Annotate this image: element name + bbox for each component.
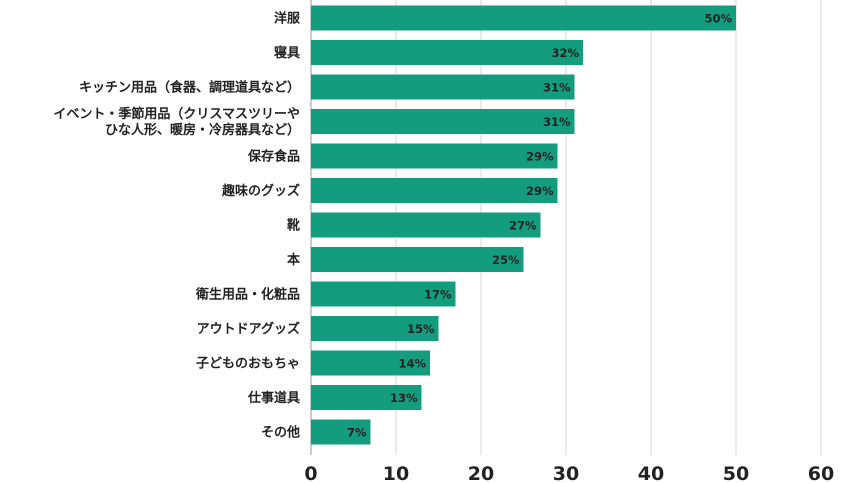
value-label-5: 29% — [526, 184, 554, 198]
bar-8 — [311, 281, 456, 307]
bar-4 — [311, 143, 558, 169]
bar-6 — [311, 212, 541, 238]
bar-1 — [311, 40, 583, 65]
x-tick-label-30: 30 — [553, 463, 579, 483]
bar-11 — [311, 385, 422, 410]
category-label-7: 本 — [287, 252, 300, 268]
category-label-0: 洋服 — [274, 11, 301, 27]
category-label-12: その他 — [261, 425, 300, 441]
category-label-10: 子どものおもちゃ — [196, 357, 300, 372]
x-tick-label-40: 40 — [638, 463, 664, 483]
x-tick-label-20: 20 — [468, 463, 494, 483]
bar-10 — [311, 350, 430, 376]
value-label-3: 31% — [543, 115, 571, 129]
category-label-9: アウトドアグッズ — [197, 321, 300, 337]
x-tick-label-50: 50 — [723, 463, 749, 483]
bar-3 — [311, 109, 575, 134]
value-label-9: 15% — [407, 322, 435, 336]
value-labels: 50% 32% 31% 31% 29% 29% 27% 25% 17% 15% 14% 13% 7% — [347, 12, 733, 440]
category-label-5: 趣味のグッズ — [221, 183, 300, 199]
x-tick-label-10: 10 — [383, 463, 409, 483]
value-label-8: 17% — [424, 288, 452, 302]
category-label-4: 保存食品 — [247, 149, 300, 165]
value-label-7: 25% — [492, 253, 520, 267]
x-tick-label-0: 0 — [304, 463, 317, 483]
value-label-10: 14% — [398, 357, 426, 371]
value-label-0: 50% — [704, 12, 732, 26]
value-label-4: 29% — [526, 150, 554, 164]
value-label-6: 27% — [509, 219, 537, 233]
x-axis-tick-labels: 0 10 20 30 40 50 60 — [304, 463, 834, 483]
bar-2 — [311, 74, 575, 100]
x-tick-label-60: 60 — [808, 463, 834, 483]
bar-9 — [311, 316, 439, 341]
category-label-1: 寝具 — [274, 45, 300, 61]
category-label-2: キッチン用品（食器、調理道具など） — [79, 80, 300, 96]
value-label-2: 31% — [543, 81, 571, 95]
value-label-12: 7% — [347, 426, 367, 440]
bars — [311, 5, 736, 445]
bar-0 — [311, 5, 736, 31]
bar-12 — [311, 419, 371, 445]
category-label-8: 衛生用品・化粧品 — [195, 287, 300, 303]
bar-5 — [311, 178, 558, 203]
category-label-3: イベント・季節用品（クリスマスツリーやひな人形、暖房・冷房器具など） — [53, 106, 300, 138]
bar-7 — [311, 247, 524, 272]
category-label-6: 靴 — [287, 218, 300, 234]
category-label-11: 仕事道具 — [247, 390, 300, 406]
value-label-11: 13% — [390, 391, 418, 405]
value-label-1: 32% — [551, 46, 579, 60]
